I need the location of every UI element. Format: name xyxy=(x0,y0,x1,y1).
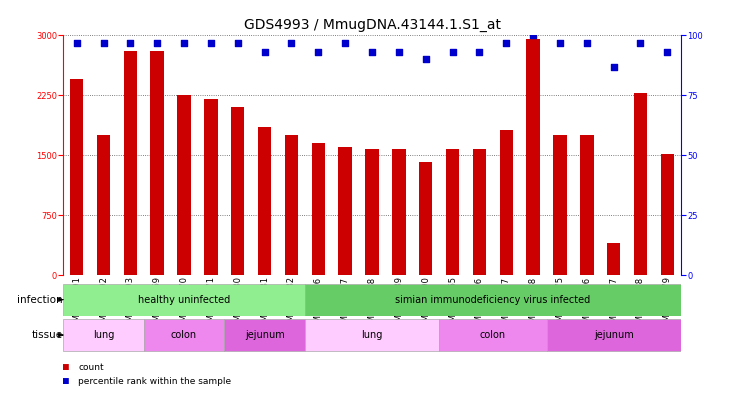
Point xyxy=(420,56,432,62)
Point xyxy=(286,39,298,46)
Point xyxy=(366,49,378,55)
Point xyxy=(635,39,647,46)
Point xyxy=(71,39,83,46)
Point xyxy=(473,49,485,55)
Bar xyxy=(63,284,305,316)
Text: lung: lung xyxy=(362,330,382,340)
Bar xyxy=(150,51,164,275)
Point xyxy=(608,63,620,70)
Bar xyxy=(634,93,647,275)
Bar xyxy=(439,319,547,351)
Point xyxy=(97,39,109,46)
Text: ■: ■ xyxy=(63,362,69,373)
Point xyxy=(124,39,136,46)
Bar xyxy=(419,162,432,275)
Bar xyxy=(177,95,190,275)
Bar xyxy=(63,319,144,351)
Point xyxy=(232,39,244,46)
Text: percentile rank within the sample: percentile rank within the sample xyxy=(78,377,231,386)
Text: jejunum: jejunum xyxy=(594,330,633,340)
Bar xyxy=(97,135,110,275)
Text: colon: colon xyxy=(480,330,506,340)
Bar xyxy=(144,319,225,351)
Bar xyxy=(312,143,325,275)
Point xyxy=(500,39,512,46)
Point xyxy=(393,49,405,55)
Bar xyxy=(231,107,245,275)
Bar xyxy=(204,99,217,275)
Point xyxy=(205,39,217,46)
Bar xyxy=(305,284,681,316)
Point xyxy=(446,49,458,55)
Bar xyxy=(339,147,352,275)
Text: count: count xyxy=(78,363,103,372)
Text: jejunum: jejunum xyxy=(245,330,284,340)
Point xyxy=(151,39,163,46)
Bar xyxy=(554,135,567,275)
Text: colon: colon xyxy=(171,330,197,340)
Bar xyxy=(392,149,405,275)
Bar xyxy=(124,51,137,275)
Point xyxy=(312,49,324,55)
Point xyxy=(554,39,566,46)
Text: ■: ■ xyxy=(63,376,69,386)
Bar xyxy=(305,319,439,351)
Point xyxy=(259,49,271,55)
Bar xyxy=(499,130,513,275)
Bar xyxy=(225,319,305,351)
Bar xyxy=(547,319,681,351)
Bar xyxy=(527,39,540,275)
Text: tissue: tissue xyxy=(31,330,62,340)
Bar xyxy=(365,149,379,275)
Text: lung: lung xyxy=(93,330,114,340)
Bar xyxy=(661,154,674,275)
Bar xyxy=(70,79,83,275)
Text: simian immunodeficiency virus infected: simian immunodeficiency virus infected xyxy=(395,295,591,305)
Bar xyxy=(472,149,486,275)
Point xyxy=(527,32,539,39)
Point xyxy=(581,39,593,46)
Point xyxy=(178,39,190,46)
Point xyxy=(339,39,351,46)
Bar xyxy=(446,149,459,275)
Text: healthy uninfected: healthy uninfected xyxy=(138,295,230,305)
Bar xyxy=(607,243,620,275)
Text: GDS4993 / MmugDNA.43144.1.S1_at: GDS4993 / MmugDNA.43144.1.S1_at xyxy=(243,18,501,32)
Point xyxy=(661,49,673,55)
Text: infection: infection xyxy=(17,295,62,305)
Bar xyxy=(580,135,594,275)
Bar xyxy=(285,135,298,275)
Bar xyxy=(258,127,272,275)
